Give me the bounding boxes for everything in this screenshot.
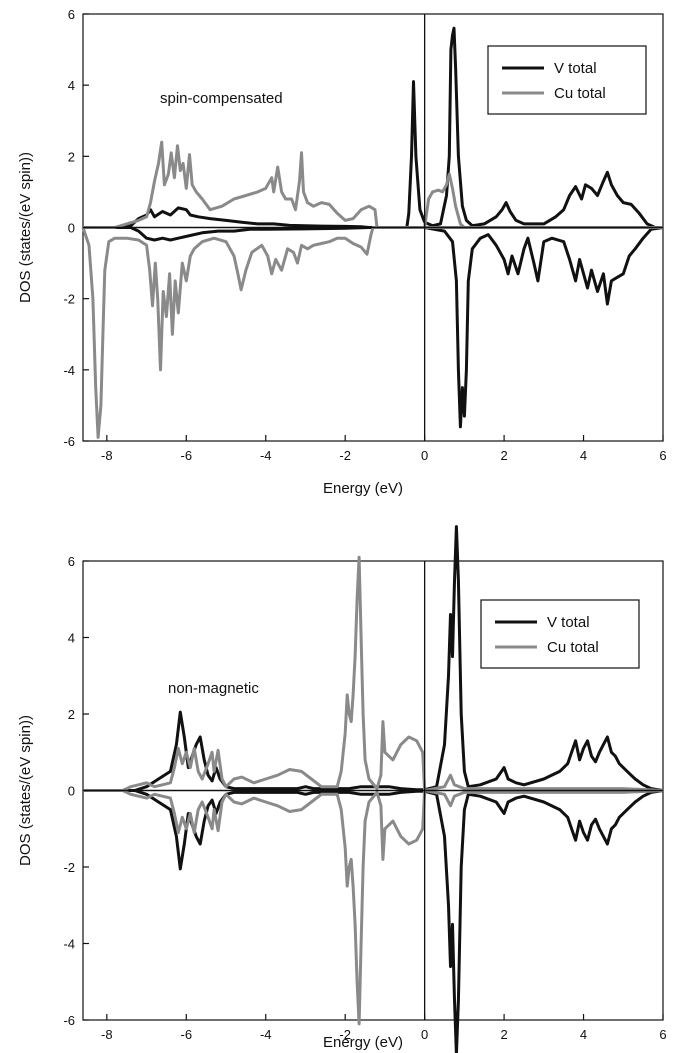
y-tick-label: -4 xyxy=(63,363,75,378)
y-tick-label: -6 xyxy=(63,1013,75,1028)
x-tick-label: -2 xyxy=(339,448,351,463)
x-tick-label: 6 xyxy=(659,1027,666,1042)
y-axis-title: DOS (states/(eV spin)) xyxy=(17,152,34,303)
cu-total-line-up xyxy=(83,140,663,229)
y-tick-label: 4 xyxy=(68,78,75,93)
y-axis-title: DOS (states/(eV spin)) xyxy=(17,715,34,866)
panel-annotation: non-magnetic xyxy=(168,680,259,697)
x-axis-title: Energy (eV) xyxy=(323,480,403,497)
legend-label: V total xyxy=(547,614,590,631)
legend-box xyxy=(487,45,647,115)
x-tick-label: -8 xyxy=(101,1027,113,1042)
legend-label: Cu total xyxy=(547,639,599,656)
v-total-line-up xyxy=(83,26,663,229)
panel-annotation: spin-compensated xyxy=(160,90,283,107)
x-tick-label: 2 xyxy=(500,448,507,463)
y-tick-label: 0 xyxy=(68,784,75,799)
legend-label: Cu total xyxy=(554,85,606,102)
legend-box xyxy=(480,599,640,669)
x-tick-label: 4 xyxy=(580,448,587,463)
panel-non-magnetic: -8 -6 -4 -2 0 2 4 6 -6 -4 -2 0 2 4 6 Energy (eV) DOS (st… xyxy=(17,525,667,1053)
y-tick-label: 6 xyxy=(68,7,75,22)
x-tick-label: -4 xyxy=(260,448,272,463)
x-tick-label: 6 xyxy=(659,448,666,463)
cu-total-line-down xyxy=(81,226,663,439)
y-tick-label: -2 xyxy=(63,860,75,875)
y-tick-label: 0 xyxy=(68,221,75,236)
x-tick-label: 2 xyxy=(500,1027,507,1042)
x-tick-label: -8 xyxy=(101,448,113,463)
x-tick-label: 0 xyxy=(421,1027,428,1042)
y-tick-label: -4 xyxy=(63,937,75,952)
panel-spin-compensated: -8 -6 -4 -2 0 2 4 6 -6 -4 -2 0 2 4 6 Energy (eV) DOS (st… xyxy=(17,7,667,497)
y-tick-label: -6 xyxy=(63,434,75,449)
x-tick-label: 0 xyxy=(421,448,428,463)
v-total-line-down xyxy=(83,226,664,429)
v-total-line-spin-down xyxy=(83,789,664,1053)
x-tick-label: -4 xyxy=(260,1027,272,1042)
x-tick-label: -6 xyxy=(181,1027,193,1042)
cu-total-line-spin-up xyxy=(83,555,664,792)
cu-total-line-spin-down xyxy=(83,789,664,1026)
legend-label: V total xyxy=(554,60,597,77)
x-tick-label: 4 xyxy=(580,1027,587,1042)
y-tick-label: -2 xyxy=(63,292,75,307)
y-tick-label: 2 xyxy=(68,149,75,164)
y-tick-label: 2 xyxy=(68,707,75,722)
x-axis-title: Energy (eV) xyxy=(323,1034,403,1051)
y-tick-label: 4 xyxy=(68,631,75,646)
y-tick-label: 6 xyxy=(68,554,75,569)
x-tick-label: -6 xyxy=(181,448,193,463)
x-tick-label: -2 xyxy=(339,1027,351,1042)
v-total-line-spin-up xyxy=(83,525,664,792)
